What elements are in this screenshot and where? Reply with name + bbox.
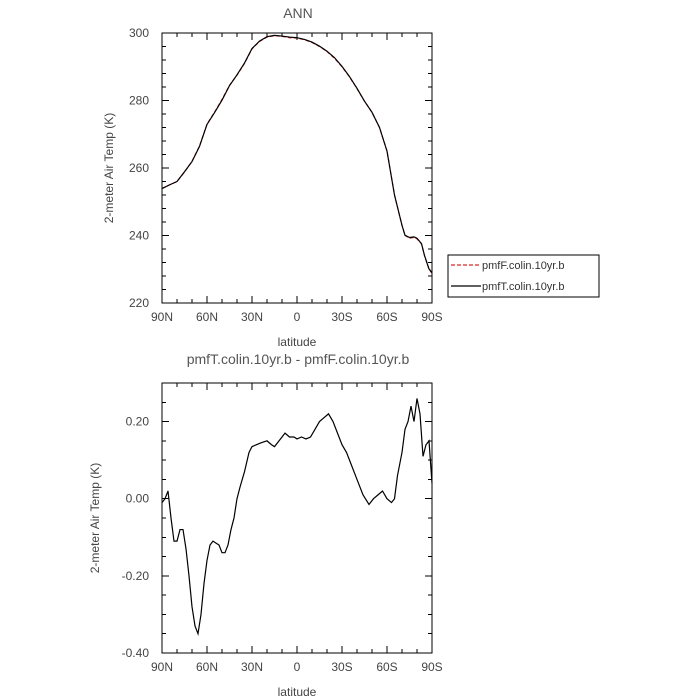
x-tick-label: 90N xyxy=(151,660,173,674)
difference-panel: pmfT.colin.10yr.b - pmfF.colin.10yr.b 90… xyxy=(88,351,443,699)
x-tick-label: 60S xyxy=(376,310,397,324)
y-tick-label: 240 xyxy=(129,229,149,243)
y-tick-label: -0.40 xyxy=(122,646,150,660)
x-tick-label: 90S xyxy=(421,310,442,324)
bottom-y-axis-label: 2-meter Air Temp (K) xyxy=(88,463,102,573)
x-tick-label: 90N xyxy=(151,310,173,324)
series-line-0 xyxy=(161,35,433,274)
x-tick-label: 0 xyxy=(294,310,301,324)
top-tick-labels: 90N 60N 30N 0 30S 60S 90S 220 240 260 280 300 xyxy=(129,26,443,324)
temperature-panel: ANN 90N 60N 30N 0 30S 60S 90S 220 240 260 280 300 l… xyxy=(102,5,443,349)
x-tick-label: 30S xyxy=(331,310,352,324)
top-chart-title: ANN xyxy=(283,5,313,21)
legend: pmfF.colin.10yr.b pmfT.colin.10yr.b xyxy=(447,254,600,298)
x-tick-label: 30S xyxy=(331,660,352,674)
x-tick-label: 30N xyxy=(241,310,263,324)
top-x-axis-label: latitude xyxy=(278,335,317,349)
x-tick-label: 0 xyxy=(294,660,301,674)
bottom-chart-title: pmfT.colin.10yr.b - pmfF.colin.10yr.b xyxy=(187,351,410,367)
legend-entry-1: pmfT.colin.10yr.b xyxy=(482,281,565,293)
top-plot-frame xyxy=(161,32,433,304)
bottom-ticks xyxy=(161,382,433,654)
x-tick-label: 60N xyxy=(196,660,218,674)
series-line-0 xyxy=(161,398,433,637)
y-tick-label: 0.20 xyxy=(126,415,150,429)
bottom-plot-frame xyxy=(161,382,433,654)
bottom-tick-labels: 90N 60N 30N 0 30S 60S 90S -0.40 -0.20 0.00 0.20 xyxy=(122,415,443,674)
series-line-1 xyxy=(161,34,433,274)
x-tick-label: 60S xyxy=(376,660,397,674)
x-tick-label: 30N xyxy=(241,660,263,674)
legend-entry-0: pmfF.colin.10yr.b xyxy=(482,260,565,272)
y-tick-label: 300 xyxy=(129,26,149,40)
y-tick-label: 280 xyxy=(129,94,149,108)
top-ticks xyxy=(161,32,433,304)
top-series-layer xyxy=(161,34,433,274)
y-tick-label: 260 xyxy=(129,161,149,175)
bottom-x-axis-label: latitude xyxy=(278,685,317,699)
x-tick-label: 90S xyxy=(421,660,442,674)
y-tick-label: -0.20 xyxy=(122,569,150,583)
bottom-series-layer xyxy=(161,398,433,637)
y-tick-label: 220 xyxy=(129,296,149,310)
top-y-axis-label: 2-meter Air Temp (K) xyxy=(102,113,116,223)
legend-box xyxy=(447,254,600,298)
x-tick-label: 60N xyxy=(196,310,218,324)
y-tick-label: 0.00 xyxy=(126,492,150,506)
